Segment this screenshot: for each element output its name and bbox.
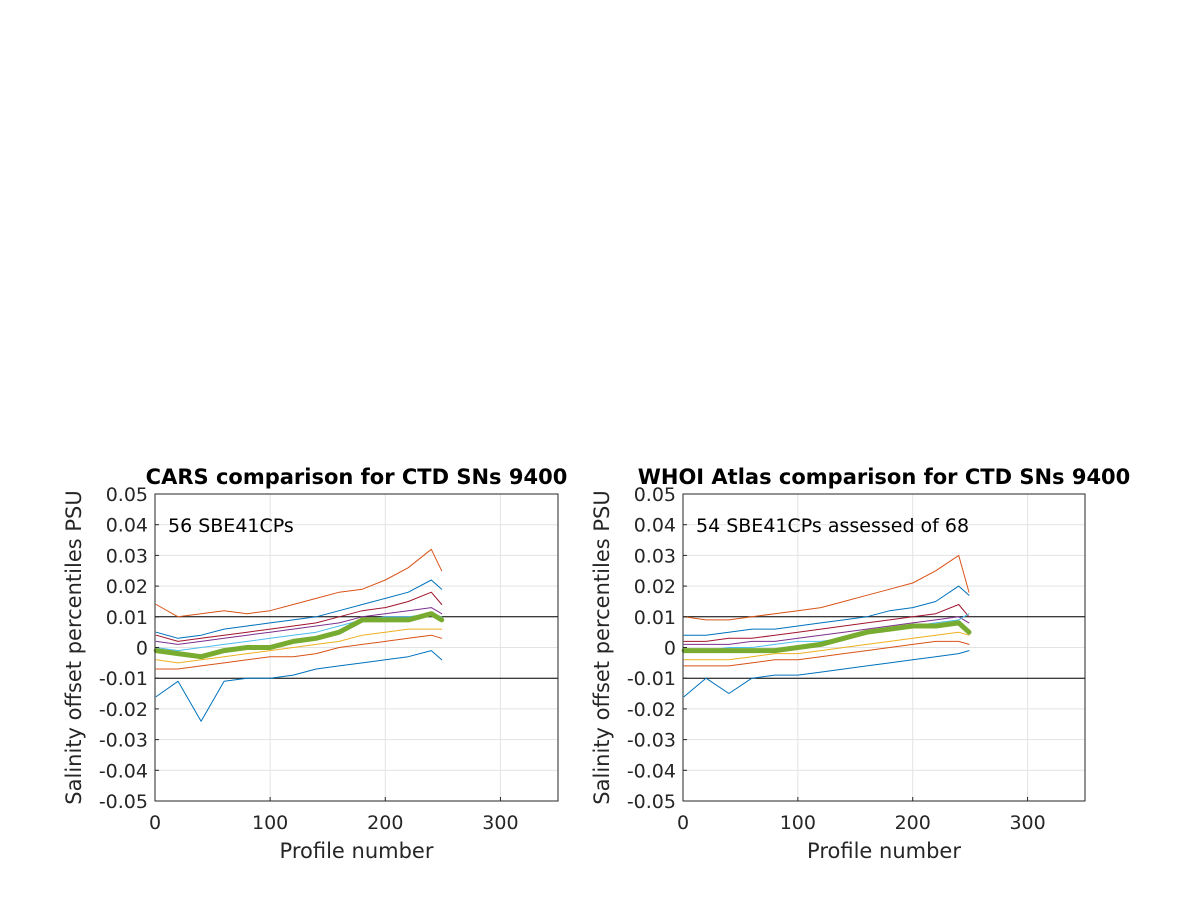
series-line-7 — [683, 640, 970, 667]
y-tick-label: -0.01 — [627, 668, 676, 690]
y-tick-label: 0 — [664, 638, 676, 660]
series-line-6 — [683, 631, 970, 661]
chart-title: WHOI Atlas comparison for CTD SNs 9400 — [638, 465, 1131, 489]
y-tick-label: 0.05 — [106, 484, 148, 506]
y-tick-label: 0 — [136, 638, 148, 660]
y-tick-label: 0.02 — [634, 576, 676, 598]
y-tick-label: -0.05 — [99, 791, 148, 813]
series-line-2 — [683, 585, 970, 636]
y-tick-label: 0.05 — [634, 484, 676, 506]
y-axis-label: Salinity offset percentiles PSU — [590, 490, 614, 804]
y-tick-label: 0.01 — [106, 607, 148, 629]
series-line-1 — [155, 548, 443, 618]
chart-panel-2: 0 100 200 300 -0.05 -0.04 -0.03 -0.02 -0.01 0 0.01… — [590, 465, 1130, 863]
y-tick-label: 0.02 — [106, 576, 148, 598]
x-axis-label: Profile number — [280, 839, 434, 863]
y-tick-label: -0.04 — [627, 760, 676, 782]
y-axis-label: Salinity offset percentiles PSU — [62, 490, 86, 804]
series-line-8 — [155, 650, 443, 722]
x-tick-label: 200 — [895, 812, 931, 834]
x-tick-label: 300 — [1009, 812, 1045, 834]
y-tick-label: -0.02 — [99, 699, 148, 721]
series-line-4 — [683, 616, 970, 645]
series-line-8 — [683, 650, 970, 698]
y-tick-label: 0.03 — [106, 545, 148, 567]
series-line-4 — [155, 607, 443, 645]
y-tick-label: -0.02 — [627, 699, 676, 721]
series-line-7 — [155, 634, 443, 670]
y-tick-label: -0.01 — [99, 668, 148, 690]
x-tick-label: 100 — [252, 812, 288, 834]
series-line-9 — [681, 620, 972, 654]
y-tick-label: 0.03 — [634, 545, 676, 567]
annotation-text: 56 SBE41CPs — [168, 515, 294, 537]
x-tick-label: 300 — [482, 812, 518, 834]
y-tick-label: -0.05 — [627, 791, 676, 813]
chart-panel-1: 0 100 200 300 -0.05 -0.04 -0.03 -0.02 -0.01 0 0.01… — [62, 465, 567, 863]
x-tick-label: 200 — [367, 812, 403, 834]
y-tick-label: 0.01 — [634, 607, 676, 629]
series-line-3 — [683, 604, 970, 642]
y-tick-label: 0.04 — [106, 515, 148, 537]
x-tick-label: 100 — [780, 812, 816, 834]
y-tick-label: -0.03 — [99, 730, 148, 752]
x-tick-label: 0 — [677, 812, 689, 834]
chart-title: CARS comparison for CTD SNs 9400 — [146, 465, 568, 489]
x-axis-label: Profile number — [807, 839, 961, 863]
series-line-3 — [155, 591, 443, 642]
series-line-1 — [683, 554, 970, 621]
series-line-2 — [155, 579, 443, 639]
x-tick-label: 0 — [149, 812, 161, 834]
y-tick-label: -0.04 — [99, 760, 148, 782]
y-tick-label: -0.03 — [627, 730, 676, 752]
y-tick-label: 0.04 — [634, 515, 676, 537]
series-line-9 — [153, 611, 445, 660]
series-line-6 — [155, 628, 443, 664]
annotation-text: 54 SBE41CPs assessed of 68 — [696, 515, 969, 537]
series-line-5 — [155, 613, 443, 652]
